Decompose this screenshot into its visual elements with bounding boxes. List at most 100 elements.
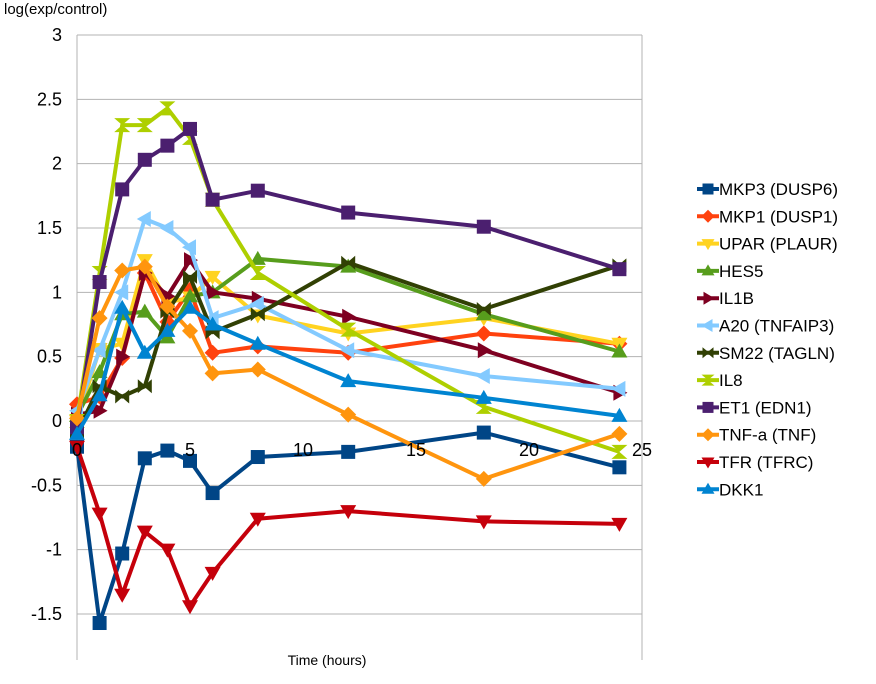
data-point <box>204 365 221 382</box>
data-point <box>204 344 221 361</box>
data-point <box>204 316 221 331</box>
x-tick-label: 5 <box>185 440 195 460</box>
data-point <box>136 210 151 227</box>
data-point <box>250 307 265 322</box>
data-point <box>92 616 107 631</box>
data-point <box>475 306 492 321</box>
legend-marker <box>701 209 715 223</box>
data-point <box>340 505 357 520</box>
legend-marker <box>701 239 715 251</box>
series-group <box>69 440 628 615</box>
legend-marker <box>701 319 713 332</box>
data-point <box>136 303 153 318</box>
y-tick-label: 0 <box>52 411 62 431</box>
data-point <box>340 322 357 337</box>
data-point <box>183 453 197 468</box>
series-group <box>69 258 628 487</box>
data-point <box>341 205 356 220</box>
data-point <box>340 373 357 388</box>
y-axis-label: log(exp/control) <box>4 1 107 18</box>
x-axis-label: Time (hours) <box>288 652 367 668</box>
data-point <box>340 258 357 273</box>
data-point <box>69 410 85 427</box>
data-point <box>611 425 628 442</box>
legend-entry: A20 (TNFAIP3) <box>697 317 834 336</box>
series-group <box>70 121 627 435</box>
data-point <box>136 525 153 540</box>
data-point <box>476 219 491 234</box>
legend-entry: DKK1 <box>697 480 763 499</box>
data-point <box>476 302 491 317</box>
x-tick-label: 0 <box>72 440 82 460</box>
series-lines <box>69 101 628 631</box>
data-point <box>611 380 626 397</box>
data-point <box>611 407 628 422</box>
data-point <box>477 342 492 359</box>
legend-marker <box>701 428 715 442</box>
data-point <box>612 460 627 475</box>
legend: MKP3 (DUSP6) MKP1 (DUSP1) UPAR (PLAUR) HES5… <box>697 180 838 499</box>
data-point <box>114 284 129 301</box>
data-point <box>91 342 106 359</box>
data-point <box>249 335 266 350</box>
x-tick-label: 15 <box>406 440 426 460</box>
y-tick-label: -1 <box>46 540 62 560</box>
data-point <box>204 566 221 581</box>
legend-entry: SM22 (TAGLN) <box>697 344 835 363</box>
data-point <box>114 262 131 279</box>
data-point <box>611 517 628 532</box>
legend-entry: HES5 <box>697 262 763 281</box>
series-line <box>75 446 620 609</box>
legend-marker <box>701 457 715 469</box>
data-point <box>611 444 628 459</box>
data-point <box>476 425 491 440</box>
data-point <box>184 252 198 269</box>
series-line <box>75 106 621 454</box>
data-point <box>114 588 131 603</box>
data-point <box>137 451 152 466</box>
legend-label: SM22 (TAGLN) <box>719 344 835 363</box>
data-point <box>136 118 153 133</box>
data-point <box>475 325 492 342</box>
legend-marker <box>703 291 715 305</box>
data-point <box>340 406 357 423</box>
data-point <box>249 512 266 527</box>
data-point <box>249 266 266 281</box>
legend-entry: IL8 <box>697 371 743 390</box>
legend-label: TNF-a (TNF) <box>719 426 816 445</box>
data-point <box>341 444 356 459</box>
data-point <box>341 255 356 270</box>
data-point <box>183 269 197 284</box>
data-point <box>93 402 108 419</box>
data-point <box>114 299 131 314</box>
data-point <box>204 270 221 285</box>
series-group <box>69 210 626 419</box>
legend-label: IL8 <box>719 371 743 390</box>
data-point <box>91 310 108 327</box>
legend-label: TFR (TFRC) <box>719 453 813 472</box>
legend-marker <box>702 347 714 359</box>
data-point <box>611 343 628 358</box>
data-point <box>612 262 627 277</box>
legend-marker <box>702 401 714 413</box>
x-tick-label: 25 <box>632 440 652 460</box>
y-tick-label: 1 <box>52 282 62 302</box>
y-tick-labels: -1.5 -1 -0.5 0 0.5 1 1.5 2 2.5 3 <box>31 25 62 624</box>
legend-label: MKP3 (DUSP6) <box>719 180 838 199</box>
legend-entry: ET1 (EDN1) <box>697 398 812 417</box>
data-point <box>115 546 130 561</box>
data-point <box>340 342 355 359</box>
data-point <box>182 600 198 615</box>
data-point <box>159 322 176 337</box>
legend-label: DKK1 <box>719 480 763 499</box>
data-point <box>182 322 198 339</box>
data-point <box>159 298 176 315</box>
data-point <box>116 348 131 365</box>
y-tick-label: 1.5 <box>37 218 62 238</box>
data-point <box>91 387 108 402</box>
data-point <box>182 299 198 314</box>
data-point <box>69 440 85 455</box>
axes <box>76 35 643 660</box>
data-point <box>475 515 492 530</box>
